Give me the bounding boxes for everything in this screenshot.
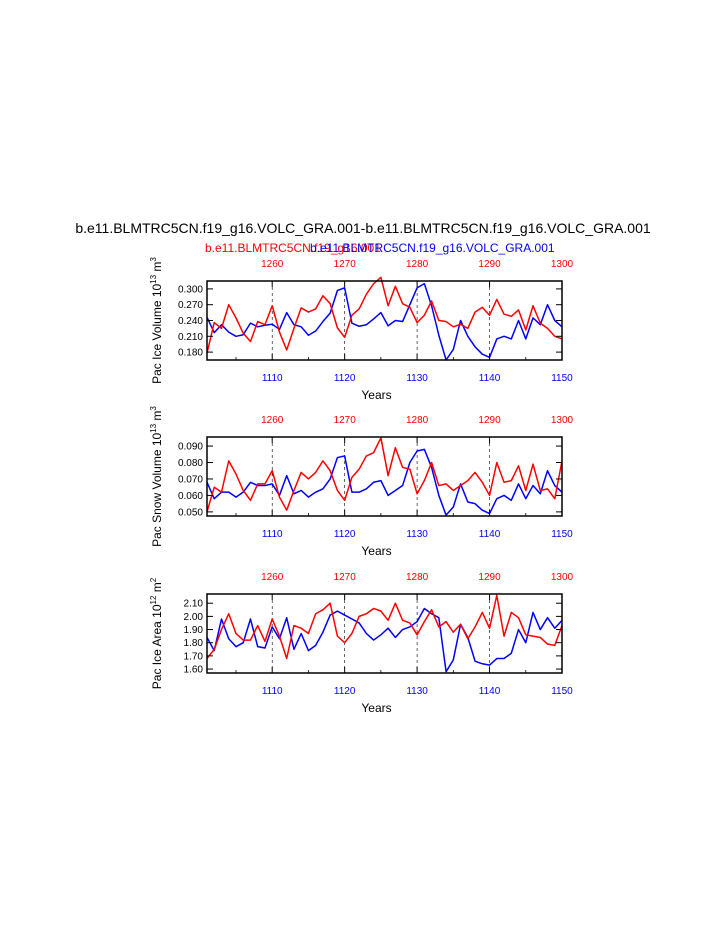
y-axis-label: Pac Ice Volume 1013 m3 bbox=[149, 257, 164, 384]
x-top-tick-label: 1300 bbox=[551, 415, 574, 426]
plot-frame bbox=[206, 436, 563, 517]
x-axis-label: Years bbox=[361, 701, 391, 715]
x-bottom-tick-label: 1120 bbox=[334, 529, 356, 540]
x-top-tick-label: 1290 bbox=[478, 259, 501, 270]
y-tick-label: 0.210 bbox=[178, 332, 203, 343]
y-tick-label: 0.060 bbox=[178, 491, 203, 502]
y-axis-label: Pac Snow Volume 1013 m3 bbox=[149, 406, 164, 547]
series-line-red bbox=[206, 276, 563, 354]
x-top-tick-label: 1290 bbox=[478, 415, 501, 426]
x-bottom-tick-label: 1150 bbox=[551, 373, 573, 384]
y-tick-label: 1.90 bbox=[184, 625, 204, 636]
y-tick-label: 0.090 bbox=[178, 442, 203, 453]
x-top-tick-label: 1260 bbox=[261, 415, 284, 426]
x-top-tick-label: 1270 bbox=[334, 259, 357, 270]
x-bottom-tick-label: 1110 bbox=[262, 529, 283, 540]
y-tick-label: 1.80 bbox=[184, 638, 204, 649]
x-top-tick-label: 1280 bbox=[406, 572, 429, 583]
series-line-blue bbox=[206, 282, 563, 361]
x-top-tick-label: 1260 bbox=[261, 259, 284, 270]
y-axis-label: Pac Ice Area 1012 m2 bbox=[149, 577, 164, 689]
plot-frame bbox=[206, 593, 563, 674]
x-bottom-tick-label: 1150 bbox=[551, 686, 573, 697]
y-tick-label: 0.050 bbox=[178, 507, 203, 518]
y-tick-label: 0.080 bbox=[178, 458, 203, 469]
x-bottom-tick-label: 1110 bbox=[262, 686, 283, 697]
x-top-tick-label: 1270 bbox=[334, 572, 357, 583]
x-bottom-tick-label: 1130 bbox=[406, 373, 428, 384]
x-top-tick-label: 1260 bbox=[261, 572, 284, 583]
x-bottom-tick-label: 1130 bbox=[406, 529, 428, 540]
legend-blue-label: b.e11.BLMTRC5CN.f19_g16.VOLC_GRA.001 bbox=[310, 241, 555, 255]
y-tick-label: 0.270 bbox=[178, 300, 203, 311]
y-tick-label: 2.00 bbox=[184, 612, 204, 623]
y-tick-label: 1.70 bbox=[184, 651, 204, 662]
x-bottom-tick-label: 1140 bbox=[479, 373, 501, 384]
x-top-tick-label: 1290 bbox=[478, 572, 501, 583]
x-bottom-tick-label: 1140 bbox=[479, 686, 501, 697]
y-tick-label: 2.10 bbox=[184, 599, 204, 610]
y-tick-label: 0.180 bbox=[178, 348, 203, 359]
series-line-blue bbox=[206, 607, 563, 673]
chart-panel-2: 0.090 0.080 0.070 0.060 0.050 1110 1120 1130 114… bbox=[149, 406, 574, 558]
x-bottom-tick-label: 1150 bbox=[551, 529, 573, 540]
x-top-tick-label: 1300 bbox=[551, 572, 574, 583]
x-bottom-tick-label: 1140 bbox=[479, 529, 501, 540]
y-tick-label: 0.070 bbox=[178, 474, 203, 485]
series-line-blue bbox=[206, 448, 563, 516]
x-bottom-tick-label: 1120 bbox=[334, 686, 356, 697]
chart-panel-3: 2.10 2.00 1.90 1.80 1.70 1.60 1110 1120 1130 1140… bbox=[149, 572, 574, 715]
x-top-tick-label: 1270 bbox=[334, 415, 357, 426]
figure-title: b.e11.BLMTRC5CN.f19_g16.VOLC_GRA.001-b.e… bbox=[75, 220, 651, 236]
x-top-tick-label: 1280 bbox=[406, 415, 429, 426]
y-tick-label: 0.300 bbox=[178, 284, 203, 295]
x-bottom-tick-label: 1120 bbox=[334, 373, 356, 384]
panels-group: 0.300 0.270 0.240 0.210 0.180 1110 1120 1130 114… bbox=[149, 257, 574, 715]
x-axis-label: Years bbox=[361, 544, 391, 558]
x-bottom-tick-label: 1110 bbox=[262, 373, 283, 384]
x-axis-label: Years bbox=[361, 388, 391, 402]
x-top-tick-label: 1280 bbox=[406, 259, 429, 270]
x-top-tick-label: 1300 bbox=[551, 259, 574, 270]
y-tick-label: 1.60 bbox=[184, 665, 204, 676]
y-tick-label: 0.240 bbox=[178, 316, 203, 327]
legend-red-label: b.e11.BLMTRC5CN.f19_g16.001 bbox=[205, 241, 381, 255]
chart-panel-1: 0.300 0.270 0.240 0.210 0.180 1110 1120 1130 114… bbox=[149, 257, 574, 402]
series-line-red bbox=[206, 594, 563, 660]
x-bottom-tick-label: 1130 bbox=[406, 686, 428, 697]
series-line-red bbox=[206, 437, 563, 513]
